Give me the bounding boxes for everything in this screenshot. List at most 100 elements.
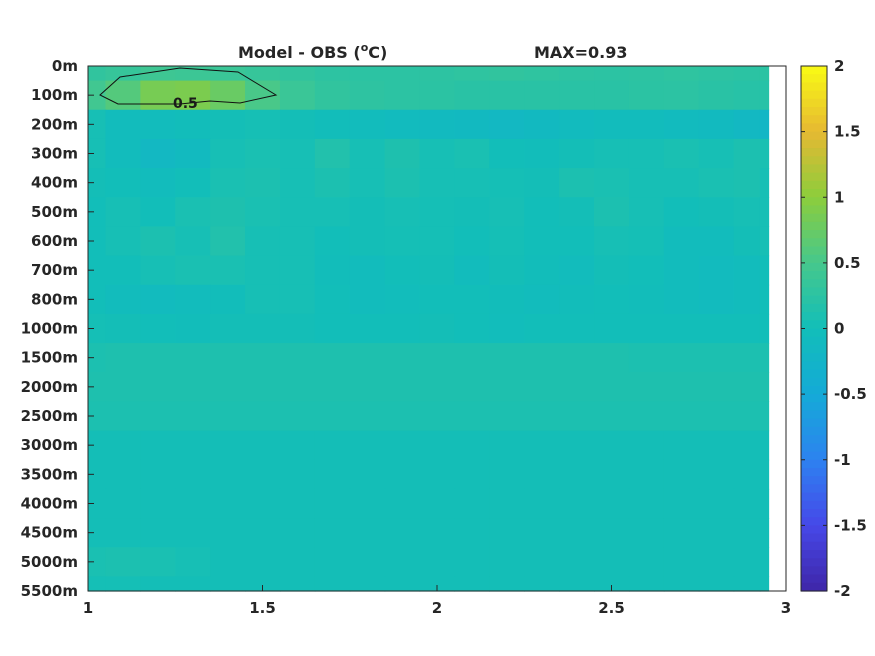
heatmap-cell <box>489 576 525 592</box>
heatmap-cell <box>698 109 735 140</box>
colorbar-swatch <box>801 287 827 297</box>
y-tick-label: 1500m <box>21 349 78 367</box>
heatmap-cell <box>489 168 525 198</box>
heatmap-cell <box>594 401 630 432</box>
heatmap-cell <box>245 488 281 519</box>
heatmap-cell <box>628 576 665 592</box>
heatmap-cell <box>524 66 560 82</box>
heatmap-cell <box>419 66 456 82</box>
heatmap-cell <box>245 168 281 198</box>
heatmap-cell <box>384 430 421 461</box>
heatmap-cell <box>733 109 761 140</box>
heatmap-cell <box>663 401 700 432</box>
heatmap-cell <box>454 372 490 403</box>
heatmap-cell <box>489 401 525 432</box>
y-tick-label: 3500m <box>21 465 78 483</box>
heatmap-cell <box>175 313 211 344</box>
heatmap-cell <box>245 255 281 286</box>
heatmap-cell <box>105 313 141 344</box>
colorbar-tick-label: -2 <box>834 582 851 600</box>
heatmap-cell <box>454 401 490 432</box>
heatmap-cell <box>454 284 490 315</box>
heatmap-cell <box>314 459 351 490</box>
heatmap-cell <box>384 197 421 228</box>
colorbar-swatch <box>801 148 827 157</box>
heatmap-cell <box>245 518 281 548</box>
colorbar-swatch <box>801 508 827 518</box>
heatmap-cell <box>279 488 316 519</box>
heatmap-cell <box>175 109 211 140</box>
colorbar-swatch <box>801 66 827 75</box>
heatmap-cell <box>384 313 421 344</box>
plot-area: 0.5 0m 100m 200m 300m 400m 500m 600m 700m 800m 10… <box>21 57 792 617</box>
heatmap-cell <box>759 488 770 519</box>
heatmap-cell <box>384 66 421 82</box>
y-tick-label: 5500m <box>21 582 78 600</box>
heatmap-cell <box>524 197 560 228</box>
y-tick-label: 5000m <box>21 553 78 571</box>
heatmap-cell <box>140 488 176 519</box>
heatmap-cell <box>524 138 560 169</box>
colorbar-swatch <box>801 123 827 133</box>
y-tick-label: 100m <box>31 86 78 104</box>
heatmap-cell <box>524 313 560 344</box>
colorbar-swatch <box>801 230 827 239</box>
y-tick-label: 3000m <box>21 436 78 454</box>
heatmap-cell <box>175 284 211 315</box>
heatmap-cell <box>384 518 421 548</box>
colorbar-swatch <box>801 566 827 576</box>
colorbar-swatch <box>801 82 827 92</box>
heatmap-cell <box>759 372 770 403</box>
heatmap-cell <box>210 197 246 228</box>
heatmap-cell <box>175 576 211 592</box>
heatmap-cell <box>524 255 560 286</box>
heatmap-cell <box>698 197 735 228</box>
colorbar-swatch <box>801 394 827 403</box>
y-tick-label: 1000m <box>21 320 78 338</box>
heatmap-cell <box>210 576 246 592</box>
heatmap-cell <box>419 197 456 228</box>
heatmap-cell <box>489 488 525 519</box>
colorbar-swatch <box>801 156 827 166</box>
heatmap-cell <box>279 430 316 461</box>
heatmap-cell <box>175 518 211 548</box>
y-tick-label: 500m <box>31 203 78 221</box>
heatmap-cell <box>105 343 141 373</box>
heatmap-cell <box>88 372 107 403</box>
heatmap-cell <box>314 313 351 344</box>
colorbar-swatch <box>801 213 827 223</box>
heatmap-cell <box>279 284 316 315</box>
heatmap-cell <box>88 66 107 82</box>
heatmap-cell <box>559 401 595 432</box>
heatmap-cell <box>105 372 141 403</box>
heatmap-cell <box>759 576 770 592</box>
heatmap-cell <box>245 138 281 169</box>
heatmap-cell <box>245 226 281 257</box>
heatmap-cell <box>105 80 141 111</box>
heatmap-cell <box>279 226 316 257</box>
heatmap-cell <box>175 343 211 373</box>
heatmap-cell <box>698 226 735 257</box>
heatmap-cell <box>594 255 630 286</box>
heatmap-cell <box>210 168 246 198</box>
heatmap-cell <box>698 343 735 373</box>
heatmap-cell <box>628 401 665 432</box>
heatmap-cell <box>663 430 700 461</box>
heatmap-cell <box>210 401 246 432</box>
heatmap-cell <box>245 430 281 461</box>
colorbar-swatch <box>801 139 827 149</box>
y-tick-label: 400m <box>31 174 78 192</box>
heatmap-cell <box>663 459 700 490</box>
heatmap-cell <box>419 284 456 315</box>
heatmap-cell <box>454 459 490 490</box>
heatmap-cell <box>88 226 107 257</box>
heatmap-cell <box>175 488 211 519</box>
heatmap-cell <box>314 109 351 140</box>
heatmap-cell <box>759 255 770 286</box>
heatmap-cell <box>628 138 665 169</box>
heatmap-cell <box>489 372 525 403</box>
heatmap-cell <box>759 138 770 169</box>
heatmap-cell <box>759 66 770 82</box>
x-tick-label: 1.5 <box>249 599 276 617</box>
heatmap-cell <box>663 66 700 82</box>
